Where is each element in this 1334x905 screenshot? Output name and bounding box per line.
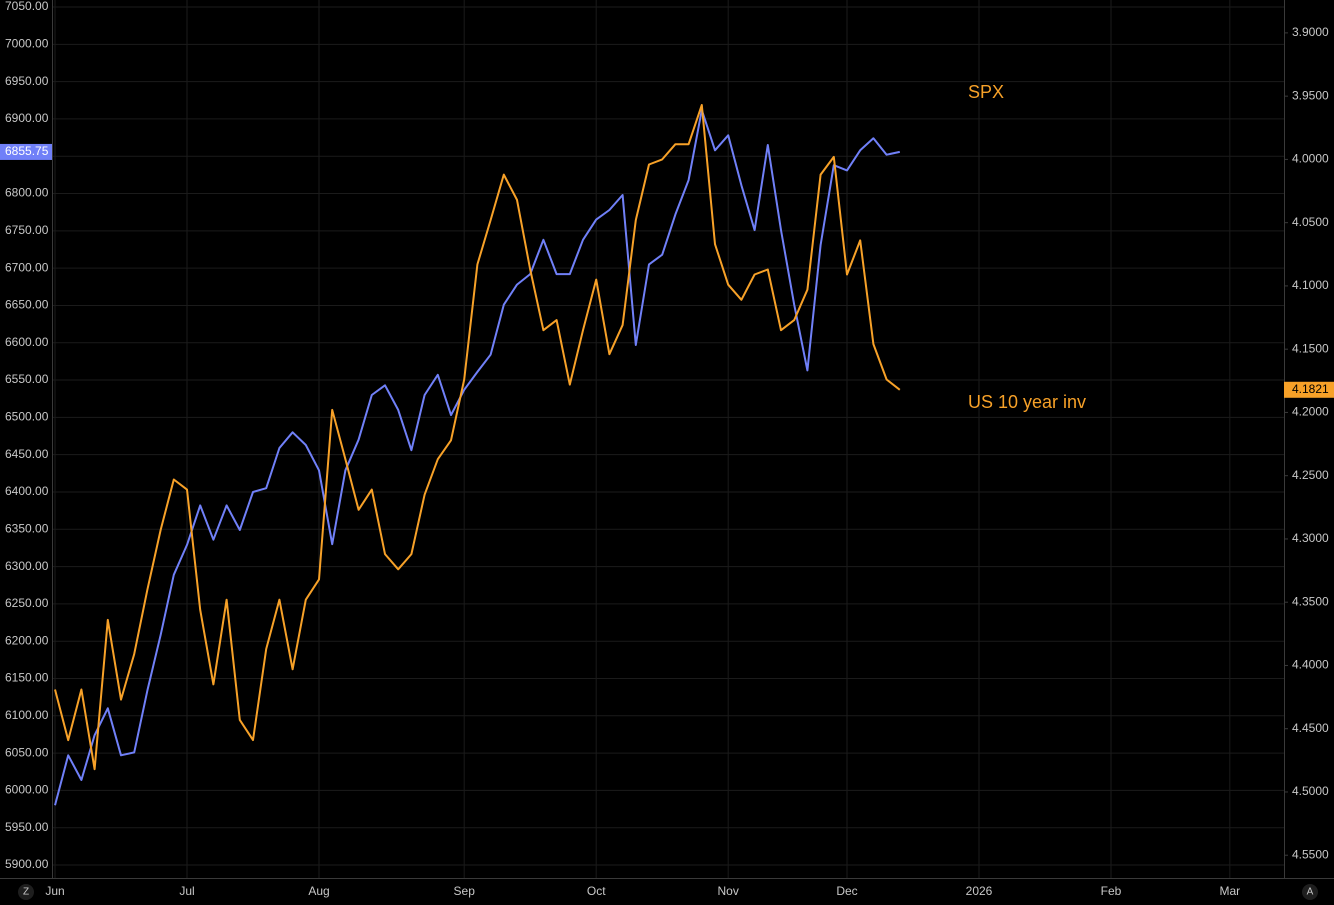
y2-tick-label: 4.3000	[1292, 531, 1329, 545]
y-tick-label: 6650.00	[5, 298, 49, 312]
y-tick-label: 6900.00	[5, 111, 49, 125]
scale-button[interactable]	[18, 884, 34, 900]
x-tick-label: Mar	[1219, 884, 1240, 898]
last-price-box	[0, 143, 52, 160]
y-tick-label: 6600.00	[5, 335, 49, 349]
y2-tick-label: 4.5500	[1292, 847, 1329, 861]
x-tick-label: Aug	[308, 884, 329, 898]
y2-tick-label: 4.2500	[1292, 468, 1329, 482]
auto-button[interactable]	[1302, 884, 1318, 900]
last-price-label: 6855.75	[5, 144, 49, 158]
y2-tick-label: 4.0000	[1292, 152, 1329, 166]
annotation: US 10 year inv	[968, 392, 1086, 412]
y-tick-label: 7050.00	[5, 0, 49, 13]
x-tick-label: Sep	[454, 884, 476, 898]
y-tick-label: 6450.00	[5, 447, 49, 461]
grid	[52, 0, 1284, 878]
y2-tick-label: 3.9000	[1292, 25, 1329, 39]
y2-tick-label: 4.4000	[1292, 658, 1329, 672]
y-tick-label: 6100.00	[5, 708, 49, 722]
y2-tick-label: 3.9500	[1292, 88, 1329, 102]
last-price-label: 4.1821	[1292, 382, 1329, 396]
y2-tick-label: 4.4500	[1292, 721, 1329, 735]
y-tick-label: 6050.00	[5, 745, 49, 759]
y-tick-label: 6000.00	[5, 783, 49, 797]
x-tick-label: Nov	[718, 884, 739, 898]
series-line	[54, 104, 901, 771]
annotation: SPX	[968, 82, 1004, 102]
x-tick-label: Feb	[1101, 884, 1122, 898]
x-tick-label: 2026	[966, 884, 993, 898]
x-tick-label: Oct	[587, 884, 606, 898]
y-tick-label: 6750.00	[5, 223, 49, 237]
y-tick-label: 5950.00	[5, 820, 49, 834]
y-tick-label: 6950.00	[5, 74, 49, 88]
y-tick-label: 6500.00	[5, 410, 49, 424]
x-tick-label: Jun	[45, 884, 64, 898]
lines	[54, 104, 901, 806]
scale-button-label[interactable]: Z	[23, 887, 29, 898]
x-tick-label: Dec	[836, 884, 857, 898]
y-tick-label: 7000.00	[5, 36, 49, 50]
y2-tick-label: 4.1000	[1292, 278, 1329, 292]
y-tick-label: 6800.00	[5, 186, 49, 200]
series-line	[54, 109, 901, 806]
y-tick-label: 6400.00	[5, 484, 49, 498]
y-tick-label: 6350.00	[5, 521, 49, 535]
y-tick-label: 6250.00	[5, 596, 49, 610]
y2-tick-label: 4.3500	[1292, 594, 1329, 608]
y2-tick-label: 4.1500	[1292, 341, 1329, 355]
y2-tick-label: 4.0500	[1292, 215, 1329, 229]
y-tick-label: 6200.00	[5, 633, 49, 647]
y-tick-label: 6550.00	[5, 372, 49, 386]
y-tick-label: 6300.00	[5, 559, 49, 573]
y-tick-label: 6700.00	[5, 260, 49, 274]
y2-tick-label: 4.5000	[1292, 784, 1329, 798]
y-tick-label: 6150.00	[5, 671, 49, 685]
last-price-box	[1284, 381, 1334, 398]
x-tick-label: Jul	[179, 884, 194, 898]
y-tick-label: 5900.00	[5, 857, 49, 871]
y2-tick-label: 4.2000	[1292, 405, 1329, 419]
auto-button-label[interactable]: A	[1307, 887, 1314, 898]
